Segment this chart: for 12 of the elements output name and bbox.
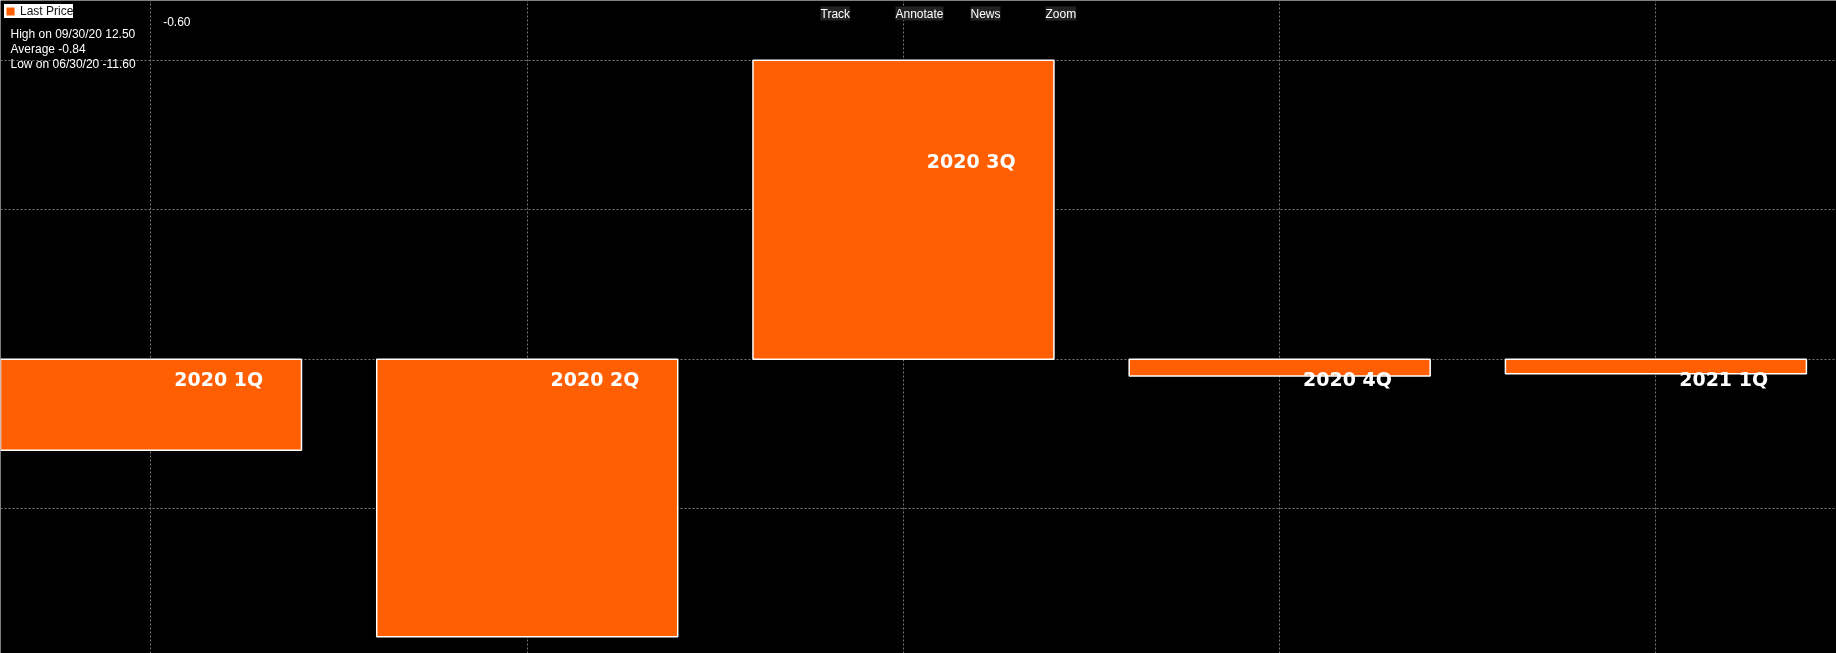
x-tick-label: 2020 2Q [550, 368, 640, 391]
text: Track [820, 6, 852, 21]
x-tick-label: 2020 1Q [174, 368, 264, 391]
annotation: Low on 06/30/20 -11.60 [10, 56, 137, 71]
text: Average -0.84 [10, 41, 86, 56]
text: News [970, 6, 1001, 21]
text: Annotate [895, 6, 944, 21]
legend-label: Last Price [20, 4, 74, 18]
text: High on 09/30/20 12.50 [10, 26, 136, 41]
x-tick-label: 2020 3Q [926, 150, 1016, 173]
text: -0.60 [163, 14, 191, 29]
text: Zoom [1045, 6, 1077, 21]
